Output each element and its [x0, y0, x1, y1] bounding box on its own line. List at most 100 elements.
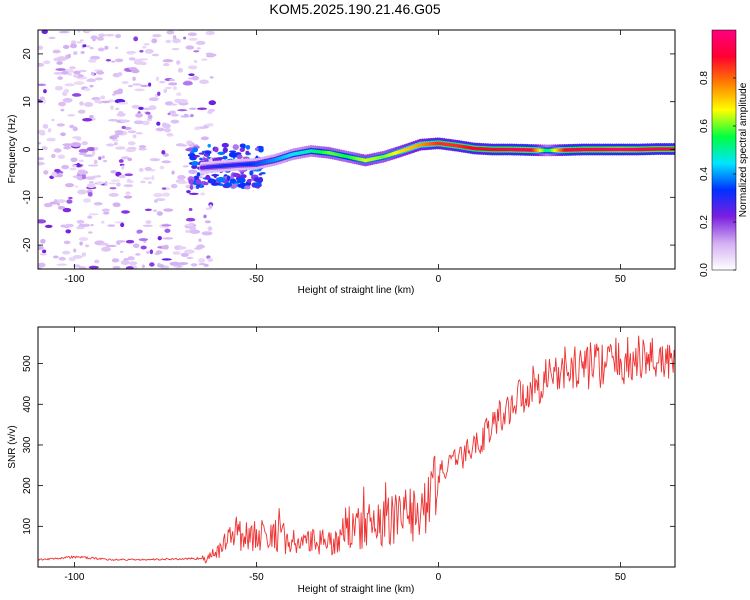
noise-speck: [172, 38, 181, 44]
y-tick-label: 100: [22, 518, 33, 535]
noise-speck: [110, 179, 121, 182]
y-tick-label: 400: [22, 396, 33, 413]
noise-speck: [167, 112, 171, 116]
noise-speck: [118, 174, 126, 179]
onset-speck: [232, 173, 241, 177]
onset-speck: [207, 143, 211, 148]
noise-speck: [183, 36, 187, 40]
noise-speck: [149, 169, 156, 172]
onset-speck: [226, 175, 231, 181]
noise-speck: [79, 101, 84, 106]
noise-speck: [43, 202, 53, 208]
noise-speck: [54, 168, 61, 173]
spectrogram-y-axis: -20 -10 0 10 20: [22, 48, 675, 252]
onset-speck: [258, 173, 263, 176]
noise-speck: [171, 170, 175, 175]
noise-speck: [180, 144, 188, 147]
noise-speck: [123, 195, 133, 199]
noise-speck: [72, 164, 78, 168]
onset-speck: [229, 150, 237, 153]
noise-speck: [158, 80, 166, 84]
noise-speck: [209, 76, 214, 79]
colorbar-ticks: 0.0 0.2 0.4 0.6 0.8: [699, 71, 736, 277]
noise-speck: [120, 119, 131, 123]
noise-speck: [91, 97, 101, 101]
onset-speck: [245, 144, 251, 150]
noise-speck: [96, 36, 104, 41]
noise-speck: [165, 101, 174, 106]
noise-speck: [176, 60, 181, 65]
noise-speck: [147, 181, 152, 184]
noise-speck: [54, 85, 64, 91]
snr-marks: [38, 335, 675, 564]
noise-speck: [58, 256, 66, 261]
noise-speck: [86, 183, 96, 189]
noise-speck: [151, 53, 160, 57]
noise-speck: [56, 56, 67, 62]
noise-speck: [205, 31, 210, 36]
noise-speck: [89, 115, 94, 118]
noise-speck: [172, 35, 177, 40]
noise-speck: [42, 99, 46, 104]
noise-speck: [155, 127, 165, 132]
noise-speck: [174, 98, 183, 103]
noise-speck: [80, 51, 85, 55]
noise-speck: [157, 246, 162, 249]
noise-speck: [78, 237, 89, 241]
noise-speck: [155, 198, 166, 202]
noise-speck: [151, 38, 158, 44]
noise-speck: [73, 70, 81, 75]
noise-speck: [90, 223, 94, 227]
noise-speck: [188, 192, 199, 195]
noise-speck: [115, 58, 124, 63]
noise-speck: [101, 208, 110, 212]
noise-speck: [78, 148, 89, 154]
noise-speck: [38, 45, 44, 50]
noise-speck: [203, 214, 207, 219]
y-tick-label: 10: [22, 96, 33, 108]
noise-speck: [67, 72, 73, 76]
noise-speck: [41, 146, 48, 151]
noise-speck: [138, 106, 144, 111]
noise-speck: [76, 162, 81, 168]
noise-speck: [61, 250, 71, 255]
noise-speck: [187, 77, 196, 80]
noise-speck: [189, 229, 201, 234]
noise-speck: [139, 49, 144, 53]
onset-speck: [211, 182, 219, 186]
noise-speck: [100, 95, 106, 100]
noise-speck: [90, 71, 95, 76]
noise-speck: [200, 192, 206, 196]
noise-speck: [194, 127, 202, 130]
noise-speck: [156, 121, 161, 126]
noise-speck: [93, 159, 98, 165]
noise-speck: [109, 187, 117, 190]
noise-speck: [72, 255, 83, 259]
snr-series-line: [38, 335, 675, 564]
noise-speck: [111, 60, 116, 63]
noise-speck: [153, 192, 164, 198]
noise-speck: [131, 68, 140, 74]
noise-speck: [182, 81, 193, 86]
noise-speck: [204, 220, 211, 224]
noise-speck: [115, 130, 124, 135]
noise-speck: [205, 207, 211, 211]
noise-speck: [162, 123, 171, 129]
noise-speck: [113, 142, 118, 146]
noise-speck: [126, 180, 134, 184]
noise-speck: [104, 45, 109, 50]
noise-speck: [78, 159, 85, 163]
noise-speck: [38, 262, 46, 268]
noise-speck: [162, 59, 174, 63]
noise-speck: [128, 261, 138, 266]
noise-speck: [209, 204, 213, 209]
noise-speck: [100, 220, 105, 224]
noise-speck: [169, 261, 180, 266]
noise-speck: [135, 113, 143, 118]
noise-speck: [148, 82, 152, 87]
noise-speck: [207, 226, 213, 232]
snr-x-label: Height of straight line (km): [298, 584, 415, 595]
spectrogram-x-label: Height of straight line (km): [298, 285, 415, 296]
noise-speck: [53, 255, 59, 259]
noise-speck: [138, 145, 147, 149]
